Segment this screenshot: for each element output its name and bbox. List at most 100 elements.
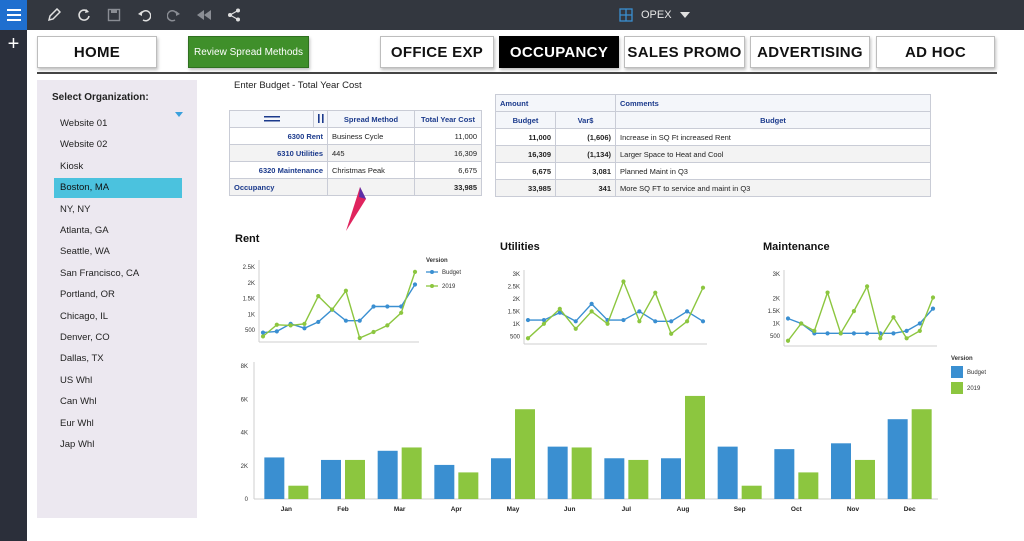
data-point[interactable] (589, 309, 594, 314)
data-point[interactable] (904, 336, 909, 341)
tab-sales-promo[interactable]: SALES PROMO (624, 36, 745, 68)
bar-2019[interactable] (458, 472, 479, 499)
data-point[interactable] (385, 304, 390, 309)
bar-2019[interactable] (855, 459, 875, 499)
total-cell[interactable]: 6,675 (414, 161, 482, 179)
data-point[interactable] (357, 335, 362, 341)
data-point[interactable] (274, 329, 279, 334)
data-point[interactable] (260, 330, 266, 335)
bar-budget[interactable] (434, 464, 455, 499)
data-point[interactable] (343, 288, 349, 293)
data-point[interactable] (785, 316, 791, 321)
bar-budget[interactable] (547, 446, 568, 499)
data-point[interactable] (302, 321, 307, 326)
bar-budget[interactable] (491, 458, 511, 499)
bar-2019[interactable] (741, 485, 762, 499)
bar-budget[interactable] (264, 457, 285, 499)
plus-icon[interactable]: + (7, 33, 20, 55)
column-pause-handle[interactable] (313, 110, 328, 128)
org-item[interactable]: Seattle, WA (60, 246, 110, 258)
data-point[interactable] (637, 309, 642, 314)
data-point[interactable] (357, 318, 362, 323)
data-point[interactable] (621, 279, 626, 284)
data-point[interactable] (637, 319, 642, 324)
data-point[interactable] (904, 328, 909, 333)
data-point[interactable] (557, 310, 562, 315)
data-point[interactable] (573, 326, 578, 331)
bar-2019[interactable] (571, 447, 592, 499)
data-point[interactable] (930, 306, 936, 311)
data-point[interactable] (316, 294, 321, 299)
bar-budget[interactable] (604, 458, 625, 499)
data-point[interactable] (700, 319, 706, 324)
tab-office-exp[interactable]: OFFICE EXP (380, 36, 494, 68)
bar-2019[interactable] (911, 409, 932, 499)
data-point[interactable] (525, 317, 531, 323)
data-point[interactable] (785, 338, 791, 343)
data-point[interactable] (684, 319, 690, 324)
data-point[interactable] (525, 336, 531, 341)
comment-cell[interactable]: Increase in SQ Ft increased Rent (615, 128, 931, 146)
data-point[interactable] (891, 315, 896, 320)
data-point[interactable] (864, 284, 870, 289)
tab-ad-hoc[interactable]: AD HOC (876, 36, 995, 68)
bar-2019[interactable] (628, 459, 649, 499)
data-point[interactable] (316, 319, 321, 325)
data-point[interactable] (825, 290, 830, 295)
bar-budget[interactable] (717, 446, 738, 499)
data-point[interactable] (385, 323, 390, 328)
data-point[interactable] (399, 310, 404, 315)
data-point[interactable] (329, 307, 335, 312)
data-point[interactable] (605, 321, 610, 326)
data-point[interactable] (684, 309, 690, 314)
data-point[interactable] (541, 317, 547, 323)
bar-budget[interactable] (321, 459, 341, 499)
hamburger-menu-icon[interactable] (0, 0, 27, 30)
data-point[interactable] (799, 321, 804, 326)
org-item[interactable]: San Francisco, CA (60, 267, 140, 279)
total-cell[interactable]: 16,309 (414, 144, 482, 162)
data-point[interactable] (864, 331, 870, 336)
column-handle[interactable] (229, 110, 314, 128)
bar-budget[interactable] (887, 419, 908, 499)
review-spread-methods-button[interactable]: Review Spread Methods (188, 36, 309, 68)
bar-2019[interactable] (345, 459, 365, 499)
data-point[interactable] (653, 290, 658, 295)
bar-budget[interactable] (831, 443, 851, 499)
data-point[interactable] (917, 321, 922, 326)
comment-cell[interactable]: Planned Maint in Q3 (615, 162, 931, 180)
home-button[interactable]: HOME (37, 36, 157, 68)
org-item[interactable]: Atlanta, GA (60, 225, 109, 236)
comment-cell[interactable]: More SQ FT to service and maint in Q3 (615, 179, 931, 197)
data-point[interactable] (669, 319, 674, 324)
bar-budget[interactable] (774, 449, 795, 499)
data-point[interactable] (812, 328, 817, 333)
data-point[interactable] (288, 323, 293, 328)
data-point[interactable] (891, 331, 896, 336)
refresh-icon[interactable] (74, 5, 94, 25)
org-item[interactable]: Can Whl (60, 396, 97, 408)
data-point[interactable] (274, 322, 279, 327)
bar-2019[interactable] (685, 395, 705, 499)
bar-2019[interactable] (288, 485, 309, 499)
data-point[interactable] (838, 331, 843, 336)
org-item[interactable]: NY, NY (60, 203, 91, 215)
data-point[interactable] (541, 321, 547, 326)
data-point[interactable] (700, 285, 706, 290)
org-item[interactable]: Kiosk (60, 160, 84, 172)
redo-icon[interactable] (164, 5, 184, 25)
tab-advertising[interactable]: ADVERTISING (750, 36, 870, 68)
bar-budget[interactable] (377, 450, 398, 499)
data-point[interactable] (621, 317, 626, 323)
org-item[interactable]: Portland, OR (60, 289, 115, 301)
data-point[interactable] (917, 328, 922, 333)
org-item[interactable]: Boston, MA (54, 178, 182, 199)
data-point[interactable] (412, 269, 418, 274)
tab-occupancy[interactable]: OCCUPANCY (499, 36, 619, 68)
spread-method-cell[interactable]: Christmas Peak (327, 161, 415, 179)
data-point[interactable] (371, 304, 376, 309)
org-item[interactable]: Website 02 (60, 139, 108, 151)
spread-method-cell[interactable]: Business Cycle (327, 127, 415, 145)
data-point[interactable] (851, 308, 857, 314)
dropdown-arrow-icon[interactable] (175, 112, 183, 117)
